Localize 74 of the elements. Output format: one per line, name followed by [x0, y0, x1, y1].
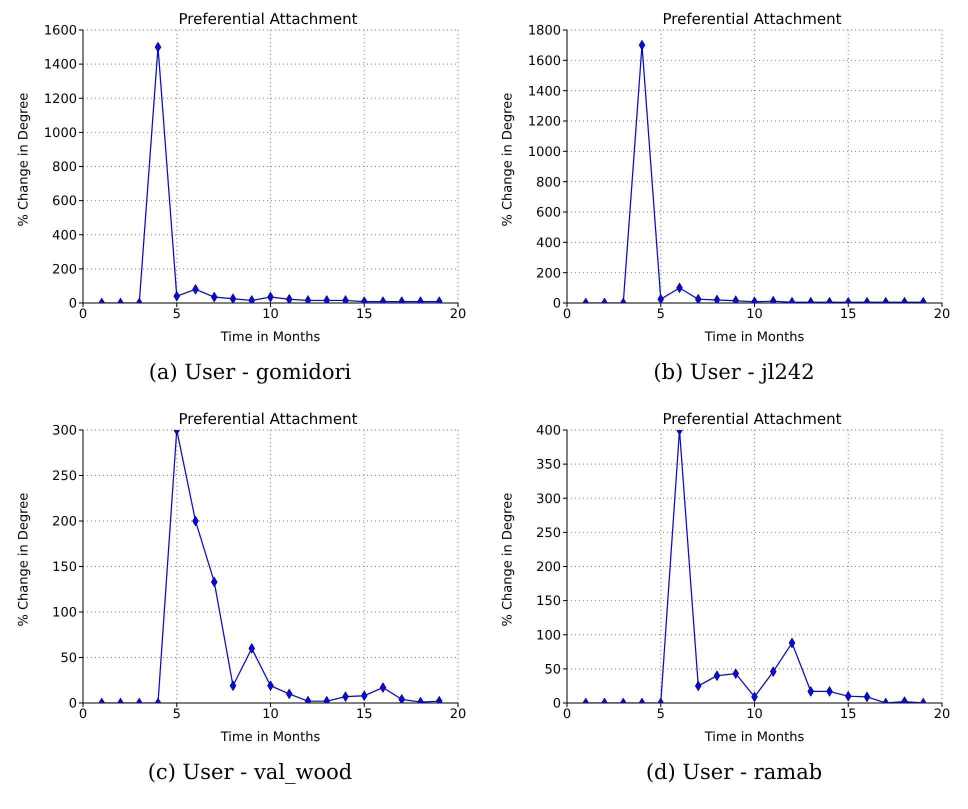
y-tick-label: 300 [536, 492, 561, 507]
x-tick-label: 20 [934, 707, 950, 722]
y-tick-label: 1200 [528, 114, 561, 130]
y-tick-label: 50 [60, 651, 77, 666]
x-tick-label: 5 [172, 307, 181, 322]
y-tick-label: 200 [52, 262, 77, 278]
y-tick-label: 600 [536, 206, 561, 221]
x-tick-label: 10 [746, 707, 763, 722]
y-tick-label: 0 [68, 696, 77, 712]
x-tick-label: 20 [450, 307, 466, 322]
x-tick-label: 0 [78, 307, 88, 322]
y-tick-label: 400 [52, 228, 77, 244]
x-tick-label: 0 [562, 707, 572, 722]
point [398, 694, 405, 703]
y-tick-label: 400 [536, 236, 561, 251]
point [714, 294, 720, 303]
y-tick-label: 800 [536, 175, 561, 190]
x-tick-label: 10 [262, 307, 279, 322]
x-tick-label: 10 [746, 307, 763, 322]
x-tick-label: 20 [934, 307, 950, 322]
x-tick-label: 5 [656, 307, 665, 322]
y-tick-label: 600 [52, 194, 77, 210]
y-tick-label: 1800 [528, 24, 561, 39]
y-axis-title: % Change in Degree [16, 92, 32, 226]
y-axis-title: % Change in Degree [500, 92, 516, 226]
x-tick-label: 15 [840, 307, 857, 322]
x-axis-title: Time in Months [704, 330, 804, 345]
y-tick-label: 50 [544, 662, 561, 678]
y-tick-label: 800 [52, 160, 77, 176]
x-axis-title: Time in Months [220, 330, 320, 345]
y-tick-label: 0 [552, 696, 561, 712]
y-tick-label: 200 [536, 266, 561, 282]
y-tick-label: 300 [52, 424, 77, 439]
y-tick-label: 400 [536, 424, 561, 439]
x-tick-label: 5 [172, 707, 181, 722]
y-tick-label: 250 [52, 469, 77, 484]
y-tick-label: 200 [536, 560, 561, 576]
point [230, 293, 236, 303]
chart-title: Preferential Attachment [662, 10, 842, 28]
x-tick-label: 0 [562, 307, 572, 322]
y-tick-label: 1600 [44, 24, 77, 39]
y-axis-title: % Change in Degree [500, 492, 516, 626]
x-tick-label: 5 [656, 707, 665, 722]
y-tick-label: 1000 [528, 144, 561, 160]
y-tick-label: 1000 [44, 126, 77, 141]
x-tick-label: 0 [78, 707, 88, 722]
y-tick-label: 1400 [528, 84, 561, 100]
y-tick-label: 250 [536, 526, 561, 541]
x-tick-label: 15 [840, 707, 857, 722]
chart-title: Preferential Attachment [662, 410, 842, 428]
y-tick-label: 200 [52, 514, 77, 530]
chart-title: Preferential Attachment [178, 10, 358, 28]
y-tick-label: 1400 [44, 58, 77, 73]
y-tick-label: 100 [536, 628, 561, 644]
x-tick-label: 20 [450, 707, 466, 722]
x-axis-title: Time in Months [704, 730, 804, 745]
text: (d) User - ramab [644, 760, 824, 784]
y-tick-label: 0 [68, 296, 77, 312]
y-tick-label: 150 [536, 594, 561, 610]
text: (b) User - jl242 [652, 360, 816, 384]
y-tick-label: 1600 [528, 54, 561, 69]
y-tick-label: 150 [52, 560, 77, 576]
y-tick-label: 350 [536, 458, 561, 473]
x-tick-label: 15 [356, 307, 373, 322]
text: (c) User - val_wood [146, 760, 354, 784]
text: (a) User - gomidori [148, 360, 352, 384]
y-tick-label: 1200 [44, 92, 77, 107]
chart-title: Preferential Attachment [178, 410, 358, 428]
x-tick-label: 10 [262, 707, 279, 722]
y-tick-label: 0 [552, 296, 561, 312]
x-axis-title: Time in Months [220, 730, 320, 745]
y-tick-label: 100 [52, 606, 77, 621]
y-axis-title: % Change in Degree [16, 492, 32, 626]
x-tick-label: 15 [356, 707, 373, 722]
